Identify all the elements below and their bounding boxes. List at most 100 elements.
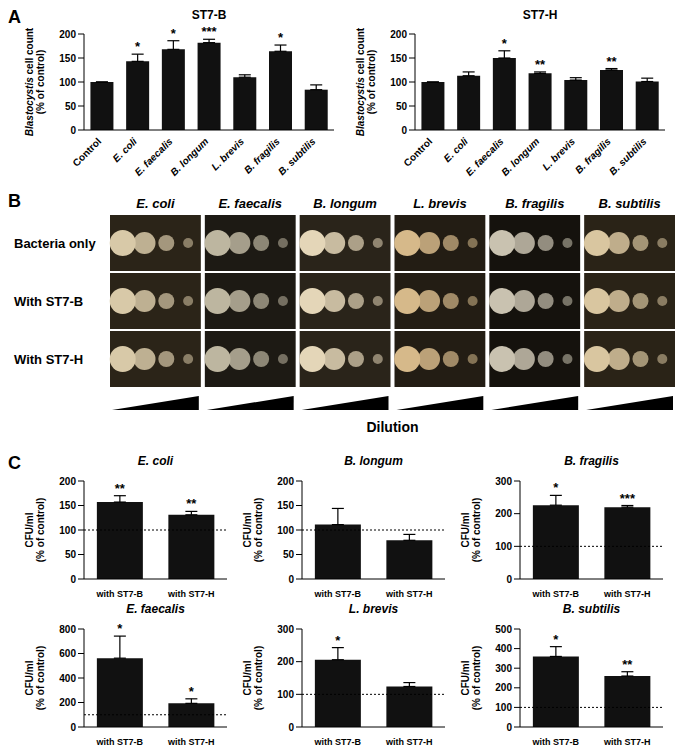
svg-text:with ST7-H: with ST7-H	[167, 589, 215, 599]
svg-text:100: 100	[277, 525, 294, 536]
svg-text:200: 200	[390, 29, 407, 40]
svg-text:50: 50	[283, 549, 295, 560]
svg-text:0: 0	[288, 574, 294, 585]
svg-text:50: 50	[65, 549, 77, 560]
svg-text:E. faecalis: E. faecalis	[218, 196, 282, 211]
svg-text:CFU/ml(% of control): CFU/ml(% of control)	[24, 498, 46, 562]
svg-text:B. subtilis: B. subtilis	[599, 196, 661, 211]
svg-text:100: 100	[495, 541, 512, 552]
svg-text:With ST7-H: With ST7-H	[14, 352, 83, 367]
svg-text:100: 100	[59, 77, 76, 88]
svg-text:Blastocystis cell count(% of c: Blastocystis cell count(% of control)	[24, 27, 46, 136]
svg-text:B. subtilis: B. subtilis	[607, 135, 649, 177]
svg-text:Bacteria only: Bacteria only	[14, 236, 96, 251]
svg-text:with ST7-H: with ST7-H	[603, 589, 651, 599]
svg-text:**: **	[622, 657, 633, 672]
svg-text:with ST7-B: with ST7-B	[96, 589, 144, 599]
svg-text:**: **	[186, 496, 197, 511]
svg-text:800: 800	[59, 624, 76, 635]
svg-text:100: 100	[59, 525, 76, 536]
svg-text:0: 0	[70, 574, 76, 585]
svg-text:E. coli: E. coli	[110, 135, 139, 164]
svg-text:100: 100	[390, 77, 407, 88]
svg-text:150: 150	[59, 53, 76, 64]
svg-text:CFU/ml(% of control): CFU/ml(% of control)	[24, 646, 46, 710]
svg-text:B. fragilis: B. fragilis	[505, 196, 564, 211]
svg-text:**: **	[115, 481, 126, 496]
svg-text:E. faecalis: E. faecalis	[463, 135, 506, 178]
svg-text:CFU/ml(% of control): CFU/ml(% of control)	[242, 646, 264, 710]
svg-text:*: *	[117, 621, 123, 636]
svg-text:B. fragilis: B. fragilis	[572, 135, 613, 176]
svg-text:*: *	[502, 36, 508, 51]
svg-text:200: 200	[495, 682, 512, 693]
svg-text:with ST7-H: with ST7-H	[385, 589, 433, 599]
svg-text:*: *	[553, 480, 559, 495]
svg-text:***: ***	[201, 24, 217, 39]
svg-text:0: 0	[401, 125, 407, 136]
svg-text:with ST7-B: with ST7-B	[314, 589, 362, 599]
svg-text:with ST7-B: with ST7-B	[96, 737, 144, 747]
svg-text:0: 0	[506, 574, 512, 585]
svg-text:200: 200	[277, 656, 294, 667]
svg-text:E. coli: E. coli	[136, 196, 175, 211]
svg-text:with ST7-B: with ST7-B	[532, 589, 580, 599]
svg-text:0: 0	[70, 722, 76, 733]
svg-text:100: 100	[495, 702, 512, 713]
svg-text:B. longum: B. longum	[168, 136, 210, 178]
svg-text:150: 150	[59, 500, 76, 511]
svg-text:with ST7-H: with ST7-H	[167, 737, 215, 747]
svg-text:*: *	[278, 30, 284, 45]
svg-text:600: 600	[59, 648, 76, 659]
svg-text:300: 300	[495, 663, 512, 674]
svg-text:Dilution: Dilution	[366, 419, 418, 435]
svg-text:0: 0	[506, 722, 512, 733]
svg-text:***: ***	[620, 491, 636, 506]
svg-text:200: 200	[59, 29, 76, 40]
svg-text:50: 50	[65, 101, 77, 112]
svg-text:0: 0	[70, 125, 76, 136]
svg-text:Control: Control	[70, 135, 103, 168]
svg-text:Blastocystis cell count(% of c: Blastocystis cell count(% of control)	[355, 27, 377, 136]
svg-text:*: *	[189, 684, 195, 699]
svg-text:B. subtilis: B. subtilis	[276, 135, 318, 177]
svg-text:With ST7-B: With ST7-B	[14, 294, 83, 309]
svg-text:L. brevis: L. brevis	[209, 135, 246, 172]
svg-text:CFU/ml(% of control): CFU/ml(% of control)	[242, 498, 264, 562]
svg-text:with ST7-H: with ST7-H	[385, 737, 433, 747]
svg-text:300: 300	[495, 476, 512, 487]
svg-text:200: 200	[59, 697, 76, 708]
svg-text:E. coli: E. coli	[441, 135, 470, 164]
svg-text:400: 400	[495, 643, 512, 654]
svg-text:CFU/ml(% of control): CFU/ml(% of control)	[460, 646, 482, 710]
svg-text:150: 150	[277, 500, 294, 511]
svg-text:*: *	[135, 39, 141, 54]
svg-text:100: 100	[277, 689, 294, 700]
svg-text:B. longum: B. longum	[313, 196, 377, 211]
html-text:ST7-B: ST7-B	[191, 8, 227, 22]
svg-text:300: 300	[277, 624, 294, 635]
svg-text:CFU/ml(% of control): CFU/ml(% of control)	[460, 498, 482, 562]
svg-text:150: 150	[390, 53, 407, 64]
svg-text:200: 200	[495, 508, 512, 519]
svg-text:B. fragilis: B. fragilis	[241, 135, 282, 176]
svg-text:400: 400	[59, 673, 76, 684]
svg-text:200: 200	[59, 476, 76, 487]
svg-text:**: **	[606, 54, 617, 69]
svg-text:*: *	[335, 633, 341, 648]
svg-text:with ST7-H: with ST7-H	[603, 737, 651, 747]
svg-text:with ST7-B: with ST7-B	[314, 737, 362, 747]
svg-text:L. brevis: L. brevis	[413, 196, 466, 211]
svg-text:200: 200	[277, 476, 294, 487]
svg-text:E. faecalis: E. faecalis	[132, 135, 175, 178]
svg-text:with ST7-B: with ST7-B	[532, 737, 580, 747]
svg-text:50: 50	[396, 101, 408, 112]
svg-text:L. brevis: L. brevis	[540, 135, 577, 172]
svg-text:0: 0	[288, 722, 294, 733]
svg-text:Control: Control	[401, 135, 434, 168]
svg-text:*: *	[171, 26, 177, 41]
svg-text:500: 500	[495, 624, 512, 635]
svg-text:*: *	[553, 632, 559, 647]
svg-text:**: **	[535, 57, 546, 72]
svg-text:B. longum: B. longum	[499, 136, 541, 178]
